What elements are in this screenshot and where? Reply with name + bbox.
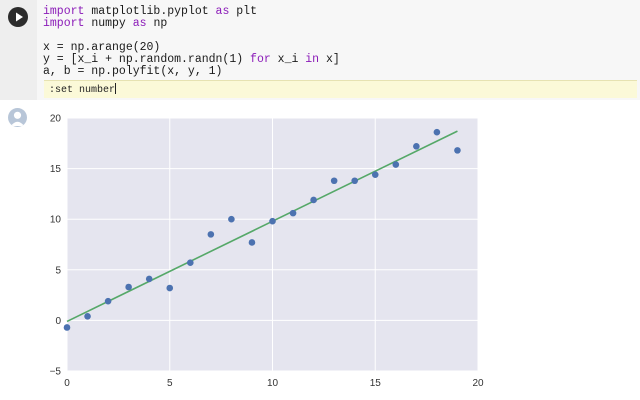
data-point — [248, 239, 256, 246]
user-avatar-icon — [8, 108, 27, 127]
data-point — [310, 196, 317, 204]
code-keyword: in — [305, 53, 320, 66]
data-point — [433, 128, 441, 136]
data-point — [104, 297, 112, 305]
code-keyword: import — [43, 5, 85, 18]
code-token: x = np.arange(20) — [43, 41, 161, 54]
code-line: x = np.arange(20) — [43, 42, 160, 54]
x-tick-label: 5 — [167, 378, 173, 389]
data-point — [84, 313, 91, 320]
run-cell-button[interactable] — [8, 7, 28, 27]
y-tick-label: −5 — [50, 367, 62, 378]
x-tick-label: 15 — [370, 378, 382, 389]
vim-command-bar[interactable]: :set number — [44, 80, 637, 98]
play-icon — [16, 12, 23, 22]
code-keyword: for — [250, 53, 271, 66]
code-token: x_i — [270, 53, 306, 66]
y-tick-label: 5 — [55, 265, 61, 276]
code-line: import numpy as np — [43, 18, 167, 30]
data-point — [63, 324, 71, 331]
code-line: a, b = np.polyfit(x, y, 1) — [43, 66, 222, 78]
code-token: numpy — [84, 17, 133, 30]
y-tick-label: 15 — [50, 164, 62, 175]
y-tick-label: 20 — [50, 114, 62, 125]
x-tick-label: 20 — [472, 378, 484, 389]
data-point — [187, 259, 194, 267]
code-token: plt — [229, 5, 257, 18]
data-point — [166, 284, 174, 292]
vim-command-text: :set number — [49, 85, 116, 96]
code-keyword: as — [215, 5, 230, 18]
data-point — [228, 215, 235, 223]
y-tick-label: 0 — [55, 316, 61, 327]
data-point — [351, 177, 359, 185]
data-point — [207, 231, 215, 238]
data-point — [413, 143, 420, 150]
code-token: np — [146, 17, 168, 30]
output-cell: 0 5 10 15 20 −5 0 5 10 15 20 — [0, 100, 640, 400]
data-point — [454, 147, 461, 154]
x-tick-label: 10 — [267, 378, 279, 389]
code-token: y = [x_i + np.random.randn(1) — [43, 53, 251, 66]
data-point — [392, 161, 400, 168]
data-point — [145, 275, 153, 283]
code-token: x] — [319, 53, 340, 66]
code-keyword: import — [43, 17, 85, 30]
fit-line — [66, 130, 458, 323]
x-tick-label: 0 — [64, 378, 70, 389]
data-point — [371, 171, 379, 178]
data-point — [125, 283, 132, 291]
code-keyword: as — [132, 17, 147, 30]
code-line: import matplotlib.pyplot as plt — [43, 6, 257, 18]
code-token: a, b = np.polyfit(x, y, 1) — [43, 65, 223, 78]
data-point — [269, 217, 276, 225]
cell-gutter — [0, 0, 37, 100]
code-token: matplotlib.pyplot — [84, 5, 216, 18]
y-tick-label: 10 — [50, 215, 62, 226]
data-point — [289, 209, 297, 217]
vim-command-line[interactable]: :set number — [49, 83, 117, 97]
code-cell[interactable]: import matplotlib.pyplot as plt import nu… — [0, 0, 640, 100]
data-point — [330, 177, 338, 185]
code-line: y = [x_i + np.random.randn(1) for x_i in… — [43, 54, 340, 66]
text-cursor — [115, 83, 117, 94]
